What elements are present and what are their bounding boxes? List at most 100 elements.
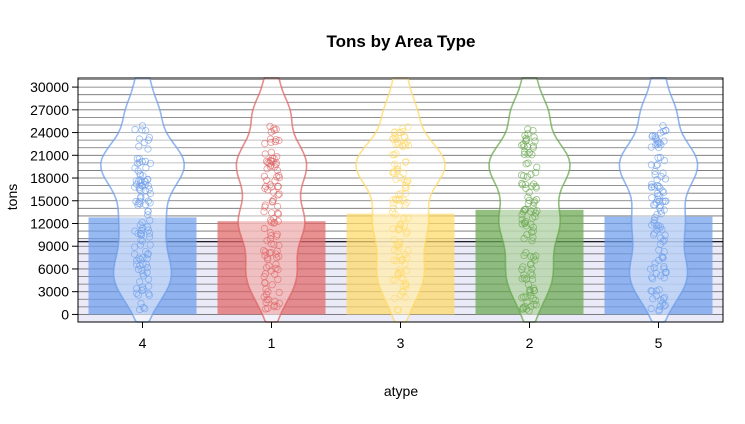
data-point — [275, 171, 283, 179]
data-point — [519, 263, 527, 271]
data-point — [518, 220, 526, 228]
data-point — [532, 184, 540, 192]
data-point — [391, 210, 399, 218]
data-point — [261, 150, 269, 158]
data-point — [402, 178, 410, 186]
data-point — [520, 293, 528, 301]
data-point — [656, 240, 665, 248]
data-point — [138, 266, 146, 275]
data-point — [525, 188, 533, 197]
data-point — [518, 266, 526, 274]
data-point — [389, 256, 398, 264]
data-point — [660, 265, 668, 273]
data-point — [662, 197, 670, 205]
data-point — [393, 162, 402, 170]
data-point — [142, 201, 150, 209]
data-point — [396, 190, 404, 198]
data-point — [141, 178, 149, 186]
data-point — [403, 198, 411, 207]
data-point — [518, 179, 526, 188]
data-point — [388, 208, 397, 216]
data-point — [524, 159, 532, 167]
data-point — [404, 215, 412, 223]
data-point — [395, 191, 403, 199]
data-point — [653, 140, 662, 148]
data-point — [529, 227, 537, 235]
data-point — [144, 197, 152, 205]
data-point — [142, 127, 150, 135]
data-point — [274, 210, 283, 218]
data-point — [528, 237, 536, 245]
data-point — [519, 303, 527, 311]
y-axis: 0 3000 6000 9000 12000 15000 18000 21000 24000 27… — [30, 79, 78, 322]
data-point — [269, 196, 278, 204]
data-point — [648, 275, 657, 283]
data-point — [530, 197, 539, 205]
data-point — [273, 202, 282, 211]
data-point — [137, 231, 145, 239]
data-point — [392, 257, 401, 265]
data-point — [144, 207, 152, 215]
y-tick-label: 6000 — [38, 261, 69, 277]
y-tick-label: 12000 — [30, 215, 69, 231]
data-point — [520, 150, 529, 158]
data-point — [655, 143, 663, 152]
data-point — [140, 177, 149, 185]
data-point — [524, 125, 532, 133]
data-point — [137, 193, 145, 201]
data-point — [531, 137, 539, 145]
y-tick-label: 21000 — [30, 147, 69, 163]
data-point — [136, 158, 144, 166]
data-point — [270, 219, 278, 227]
data-point — [272, 260, 280, 268]
data-point — [272, 136, 280, 144]
data-point — [272, 232, 281, 240]
data-point — [522, 134, 530, 142]
data-point — [146, 159, 155, 167]
data-point — [658, 226, 666, 234]
data-point — [527, 170, 535, 178]
data-point — [131, 243, 139, 251]
data-point — [658, 187, 667, 195]
x-tick-label: 3 — [397, 335, 405, 351]
data-point — [656, 302, 664, 310]
data-point — [392, 175, 400, 183]
data-point — [404, 141, 413, 149]
data-point — [651, 259, 659, 267]
data-point — [142, 164, 150, 172]
data-point — [660, 206, 668, 214]
data-point — [399, 282, 407, 290]
data-point — [138, 283, 146, 291]
x-axis: 4 1 3 2 5 — [139, 322, 663, 351]
data-point — [139, 172, 147, 180]
data-point — [131, 250, 139, 258]
data-point — [139, 303, 147, 312]
x-tick-label: 2 — [526, 335, 534, 351]
data-point — [266, 235, 274, 243]
y-tick-label: 9000 — [38, 238, 69, 254]
data-point — [267, 240, 275, 248]
data-point — [654, 154, 662, 162]
data-point — [529, 284, 538, 292]
data-point — [263, 296, 271, 304]
data-point — [526, 288, 534, 296]
data-point — [650, 201, 658, 209]
data-point — [146, 199, 154, 207]
data-point — [261, 140, 269, 148]
data-point — [653, 160, 662, 169]
data-point — [650, 264, 658, 272]
data-point — [660, 262, 668, 271]
data-point — [267, 209, 276, 217]
data-point — [533, 163, 541, 171]
data-point — [274, 217, 282, 225]
data-point — [146, 229, 154, 237]
data-point — [271, 297, 279, 305]
data-point — [522, 275, 530, 283]
data-point — [529, 223, 538, 231]
data-point — [393, 165, 401, 173]
data-point — [402, 158, 410, 166]
data-point — [270, 240, 278, 249]
data-point — [389, 135, 397, 143]
data-point — [390, 151, 398, 159]
data-point — [390, 236, 398, 244]
